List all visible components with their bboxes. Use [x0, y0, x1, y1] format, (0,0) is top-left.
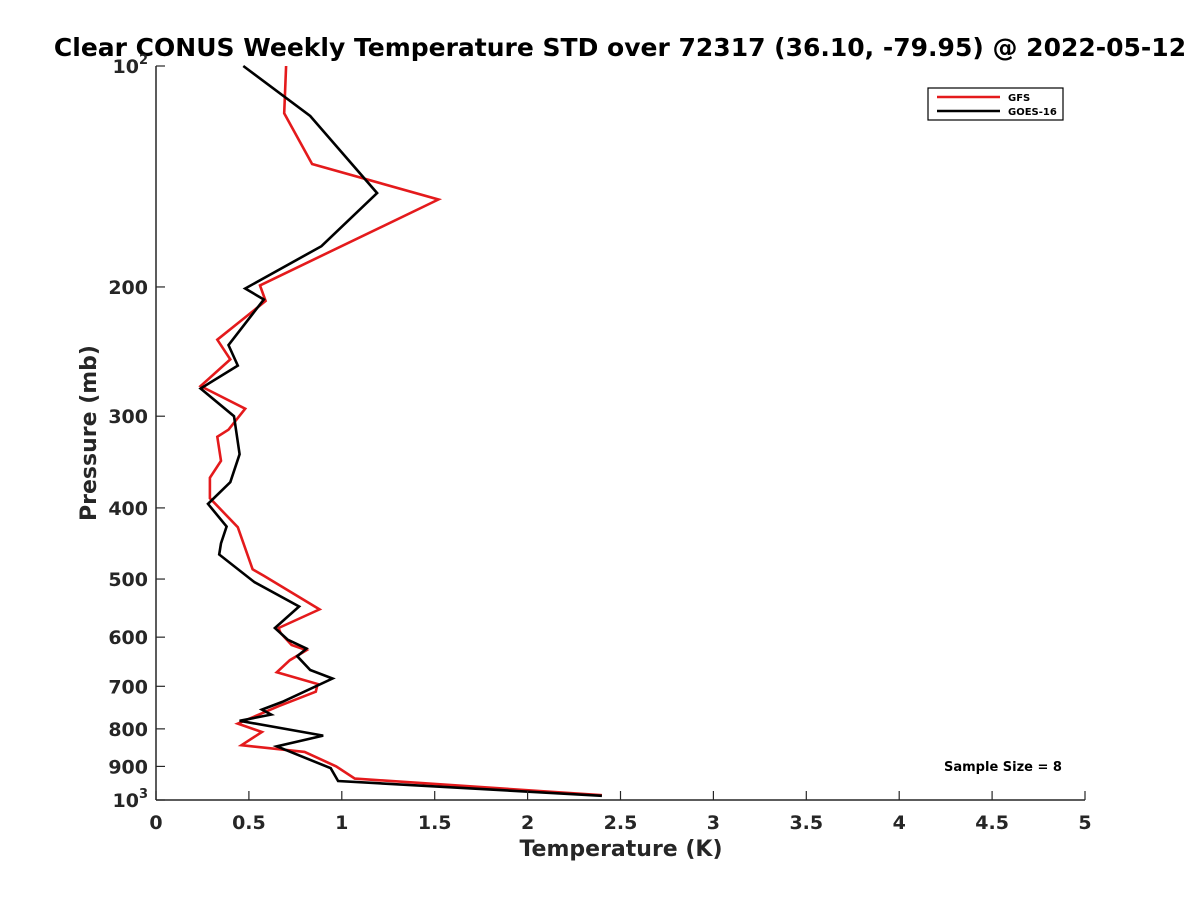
y-tick-label: 700	[108, 676, 148, 698]
y-tick-label: 600	[108, 627, 148, 649]
chart-title: Clear CONUS Weekly Temperature STD over …	[54, 33, 1186, 62]
x-tick-label: 1.5	[418, 812, 452, 834]
x-tick-label: 4	[893, 812, 906, 834]
series-layer	[198, 64, 602, 798]
x-tick-label: 4.5	[975, 812, 1009, 834]
legend-label: GFS	[1008, 93, 1030, 104]
y-tick-label: 103	[113, 787, 149, 812]
y-tick-label: 900	[108, 756, 148, 778]
x-tick-label: 2	[521, 812, 534, 834]
axes: 0 0.5 1 1.5 2 2.5 3 3.5 4 4.5 5 102 200 300 400 500 600 7…	[108, 53, 1091, 834]
x-tick-label: 0	[149, 812, 162, 834]
x-tick-label: 3.5	[789, 812, 823, 834]
y-tick-label: 300	[108, 406, 148, 428]
y-tick-label: 800	[108, 719, 148, 741]
sample-size-annotation: Sample Size = 8	[944, 760, 1062, 775]
series-line-goes-16	[198, 64, 602, 798]
legend-box	[927, 87, 1064, 121]
series-line-gfs	[198, 65, 602, 797]
x-tick-label: 1	[335, 812, 348, 834]
x-tick-label: 0.5	[232, 812, 266, 834]
y-tick-label: 400	[108, 498, 148, 520]
legend: GFS GOES-16	[927, 87, 1064, 121]
x-tick-label: 2.5	[604, 812, 638, 834]
y-tick-label: 500	[108, 569, 148, 591]
y-tick-label: 200	[108, 277, 148, 299]
x-tick-label: 3	[707, 812, 720, 834]
x-tick-label: 5	[1078, 812, 1091, 834]
x-axis-label: Temperature (K)	[519, 837, 722, 862]
legend-label: GOES-16	[1008, 107, 1057, 118]
y-axis-label: Pressure (mb)	[77, 345, 102, 521]
y-tick-label: 102	[113, 53, 149, 78]
